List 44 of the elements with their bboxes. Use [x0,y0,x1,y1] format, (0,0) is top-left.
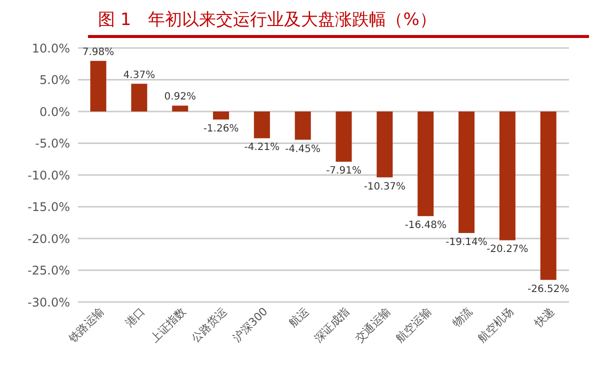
y-tick-label: 10.0% [32,41,70,56]
bar [131,84,148,112]
y-tick-label: 0.0% [40,104,70,119]
x-tick-label: 公路货运 [189,304,230,346]
x-tick-label: 航空运输 [394,304,434,346]
bar [540,112,556,280]
x-tick-label: 航运 [286,304,312,330]
y-tick-label: -25.0% [28,264,70,278]
y-tick-label: -15.0% [28,200,70,214]
bar [499,112,516,240]
bar [294,112,311,140]
y-tick-label: -30.0% [28,295,70,310]
data-label: -7.91% [326,166,362,177]
x-tick-label: 上证指数 [148,304,188,346]
bar [254,112,270,138]
bar [458,112,475,234]
data-label: -4.21% [244,142,280,154]
data-label: -26.52% [527,284,570,295]
bar [376,112,393,178]
bar [172,106,188,112]
y-tick-label: 5.0% [40,73,70,88]
data-label: 4.37% [123,70,156,81]
x-tick-label: 快递 [531,304,557,330]
bar [418,112,434,216]
y-tick-label: -5.0% [35,136,70,151]
x-tick-label: 物流 [450,304,475,330]
data-label: -1.26% [203,124,239,134]
bar [90,60,106,112]
data-label: -19.14% [446,237,488,248]
x-tick-label: 航空机场 [475,304,516,346]
x-tick-label: 交通运输 [352,304,393,346]
x-tick-label: 港口 [122,304,148,330]
data-label: 0.92% [164,92,196,103]
x-tick-label: 深证成指 [312,304,352,346]
data-label: -10.37% [364,181,406,192]
data-label: -20.27% [486,244,528,256]
data-label: 7.98% [82,46,114,58]
bar [336,112,352,162]
data-label: -16.48% [404,220,446,232]
y-tick-label: -10.0% [28,168,70,182]
bar [213,112,230,120]
y-tick-label: -20.0% [28,232,70,246]
data-label: -4.45% [285,144,321,155]
chart-title: 图 1 年初以来交运行业及大盘涨跌幅（%） [88,8,589,38]
